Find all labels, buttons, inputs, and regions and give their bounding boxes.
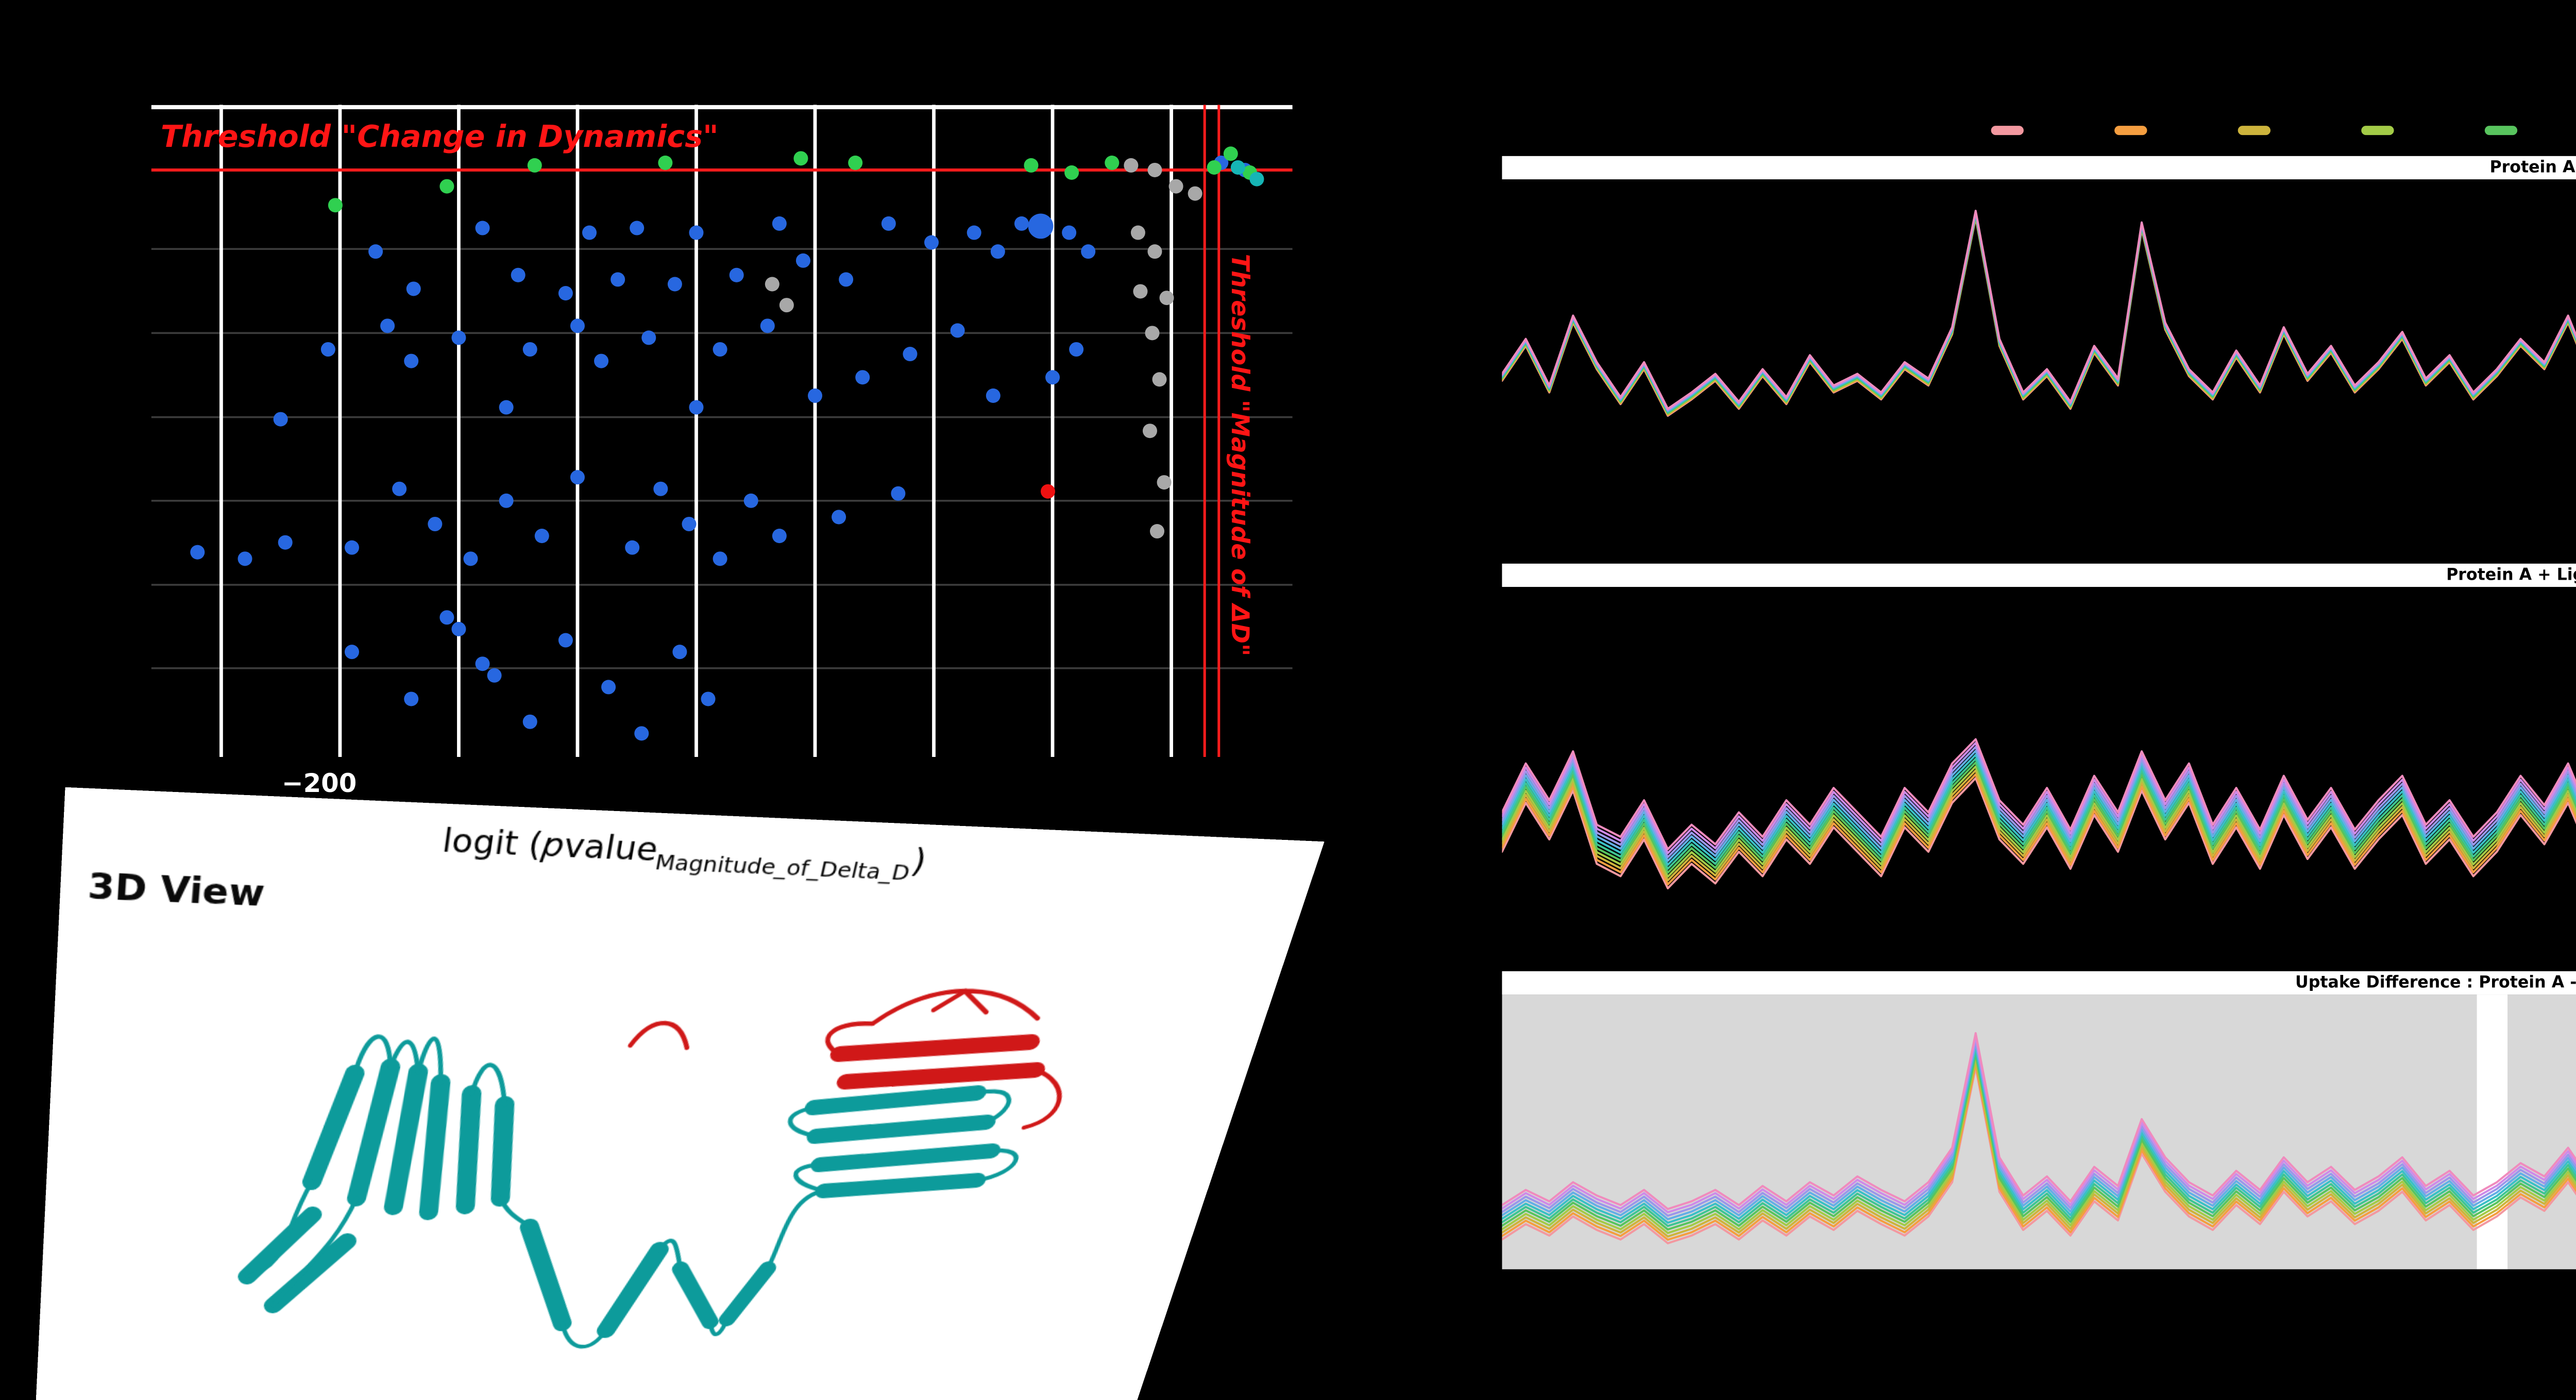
chart-title-protein-a-ligand: Protein A + Ligand xyxy=(1502,563,2576,587)
uptake-difference-chart[interactable] xyxy=(1502,994,2576,1270)
volcano-scatter-plot[interactable] xyxy=(151,105,1293,757)
volcano-x-tick-label: −200 xyxy=(281,768,357,799)
chart-title-protein-a: Protein A xyxy=(1502,156,2576,180)
chart-title-uptake-difference: Uptake Difference : Protein A - (Protein… xyxy=(1502,971,2576,995)
legend-timepoint-dash[interactable] xyxy=(2361,126,2394,136)
volcano-x-axis-label: logit (pvalueMagnitude_of_Delta_D) xyxy=(439,821,930,887)
uptake-chart-protein-a[interactable] xyxy=(1502,179,2576,547)
xlabel-prefix: logit ( xyxy=(440,821,546,865)
xlabel-suffix: ) xyxy=(907,841,930,881)
threshold-magnitude-label: Threshold "Magnitude of ΔD" xyxy=(1225,254,1253,656)
protein-structure-viewer[interactable] xyxy=(148,917,1144,1400)
structure-3d-panel: logit (pvalueMagnitude_of_Delta_D) 3D Vi… xyxy=(35,787,1325,1400)
uptake-chart-protein-a-ligand[interactable] xyxy=(1502,587,2576,955)
uptake-plots-panel: Protein A Protein A + Ligand Uptake Diff… xyxy=(1502,105,2576,1292)
threshold-dynamics-label: Threshold "Change in Dynamics" xyxy=(160,121,719,156)
legend-timepoint-dash[interactable] xyxy=(2484,126,2518,136)
legend-timepoint-dash[interactable] xyxy=(2114,126,2147,136)
xlabel-subscript: Magnitude_of_Delta_D xyxy=(653,852,912,887)
legend-timepoint-dash[interactable] xyxy=(1991,126,2024,136)
timepoint-legend[interactable] xyxy=(1991,126,2576,136)
viewer3d-title: 3D View xyxy=(87,866,266,917)
legend-timepoint-dash[interactable] xyxy=(2238,126,2270,136)
volcano-plot-panel: Threshold "Change in Dynamics" Threshold… xyxy=(151,105,1293,799)
xlabel-main: value xyxy=(561,826,662,869)
